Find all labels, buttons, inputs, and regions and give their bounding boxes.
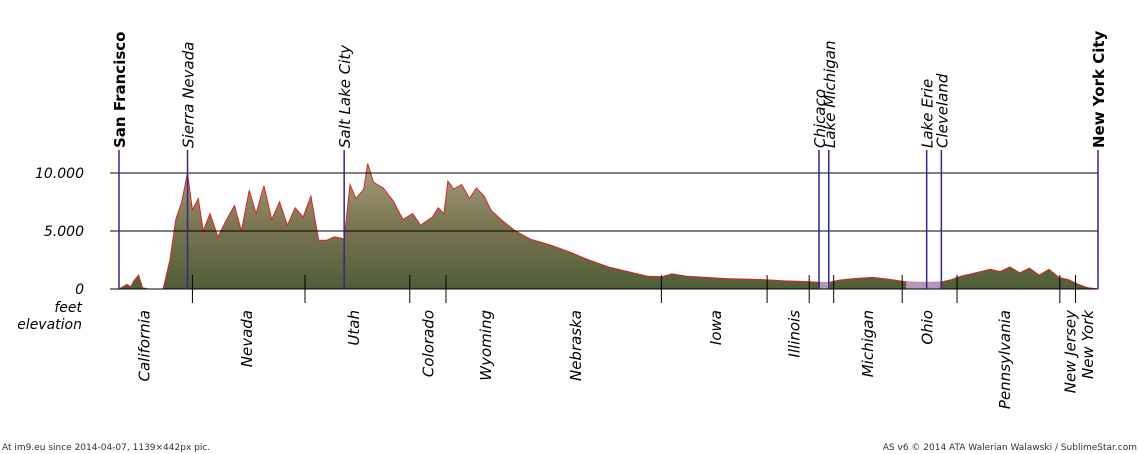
- place-label: New York City: [1090, 30, 1108, 148]
- footer-credit-right: AS v6 © 2014 ATA Walerian Walawski / Sub…: [882, 443, 1137, 453]
- place-label: Salt Lake City: [336, 44, 354, 148]
- state-label: New Jersey: [1062, 309, 1080, 393]
- lake-erie-surface: [906, 282, 941, 289]
- place-label: Sierra Nevada: [180, 42, 198, 148]
- state-label: Wyoming: [477, 310, 495, 381]
- state-label: Nevada: [238, 310, 256, 367]
- place-label: San Francisco: [111, 32, 129, 148]
- place-label: Lake Michigan: [821, 41, 839, 148]
- state-label: Ohio: [919, 310, 937, 345]
- footer-credit-left: At im9.eu since 2014-04-07, 1139×442px p…: [2, 443, 211, 453]
- y-tick-label: 5.000: [44, 224, 84, 240]
- y-axis-unit-label: elevation: [17, 317, 82, 333]
- y-axis-unit-label: feet: [54, 300, 82, 316]
- state-label: Nebraska: [567, 310, 585, 381]
- state-label: Colorado: [419, 310, 437, 377]
- state-label: Michigan: [859, 310, 877, 377]
- y-tick-label: 0: [75, 282, 84, 298]
- state-label: Utah: [345, 310, 363, 346]
- state-label: Pennsylvania: [996, 310, 1014, 409]
- terrain-area: [119, 163, 1098, 289]
- place-label: Chicaco: [811, 89, 829, 148]
- y-tick-label: 10.000: [35, 166, 84, 182]
- state-label: California: [135, 310, 153, 382]
- lake-michigan-surface: [819, 282, 830, 289]
- state-label: New York: [1079, 309, 1097, 379]
- state-label: Illinois: [786, 310, 804, 358]
- state-label: Iowa: [707, 310, 725, 345]
- place-label: Cleveland: [933, 73, 951, 148]
- place-label: Lake Erie: [919, 79, 937, 148]
